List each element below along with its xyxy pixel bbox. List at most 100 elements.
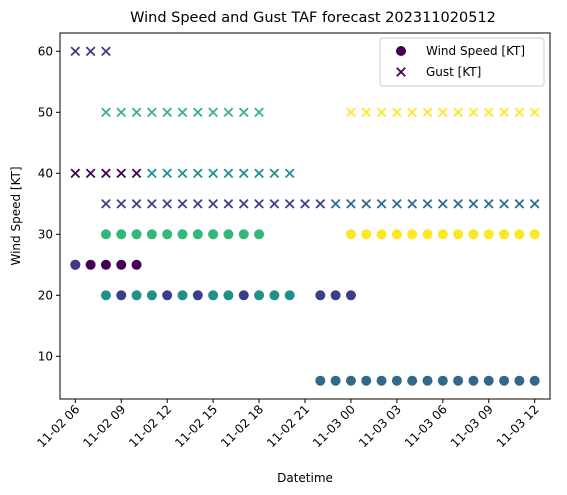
gust-point [116, 198, 127, 209]
wind-speed-point [499, 375, 510, 386]
gust-point [284, 168, 295, 179]
gust-point [177, 168, 188, 179]
wind-speed-point [376, 375, 387, 386]
legend: Wind Speed [KT] Gust [KT] [379, 37, 545, 87]
gust-point [453, 198, 463, 209]
plot-frame [59, 32, 551, 400]
gust-point [392, 107, 402, 118]
wind-speed-point [254, 290, 265, 301]
wind-speed-point [345, 375, 356, 386]
gust-point [223, 168, 234, 179]
gust-point [147, 198, 157, 209]
gust-point [70, 168, 81, 179]
wind-speed-point [361, 375, 372, 386]
x-tick-label: 11-02 06 [34, 402, 82, 450]
gust-point [330, 198, 341, 209]
wind-speed-point [146, 229, 157, 240]
gust-point [254, 168, 264, 179]
gust-point [254, 107, 264, 118]
x-tick-label: 11-03 09 [448, 402, 496, 450]
gust-point [131, 168, 142, 179]
gust-point [361, 198, 372, 209]
x-tick-label: 11-03 06 [402, 402, 450, 450]
gust-point [116, 107, 127, 118]
gust-point [192, 107, 203, 118]
wind-speed-point [330, 290, 341, 301]
x-tick-label: 11-02 18 [218, 402, 266, 450]
gust-point [223, 107, 234, 118]
gust-point [208, 107, 218, 118]
wind-speed-point [514, 375, 525, 386]
wind-speed-point [238, 229, 249, 240]
wind-speed-point [391, 229, 402, 240]
x-tick-label: 11-03 00 [310, 402, 358, 450]
wind-speed-point [162, 229, 173, 240]
wind-speed-point [162, 290, 173, 301]
y-tick-label: 50 [38, 105, 53, 119]
wind-speed-point [223, 229, 234, 240]
gust-point [392, 198, 402, 209]
y-tick-label: 20 [38, 288, 53, 302]
gust-point [238, 168, 249, 179]
gust-point [499, 107, 509, 118]
wind-speed-point [223, 290, 234, 301]
wind-speed-point [468, 375, 479, 386]
gust-point [346, 198, 356, 209]
x-tick-label: 11-02 09 [80, 402, 128, 450]
x-tick-label: 11-03 12 [494, 402, 542, 450]
gust-point [116, 168, 127, 179]
legend-label: Wind Speed [KT] [426, 44, 525, 58]
wind-speed-point [131, 259, 142, 270]
wind-speed-point [529, 229, 540, 240]
gust-point [529, 107, 540, 118]
gust-point [101, 198, 111, 209]
wind-speed-point [345, 290, 356, 301]
wind-speed-point [437, 229, 448, 240]
legend-gust-marker [396, 67, 406, 77]
wind-speed-point [529, 375, 540, 386]
wind-speed-point [85, 259, 96, 270]
x-tick-label: 11-02 15 [172, 402, 220, 450]
gust-point [361, 107, 372, 118]
wind-speed-point [208, 290, 219, 301]
y-tick-label: 40 [38, 166, 53, 180]
wind-speed-point [453, 375, 464, 386]
x-tick-label: 11-02 21 [264, 402, 312, 450]
gust-point [162, 168, 173, 179]
gust-point [315, 198, 326, 209]
x-axis-label: Datetime [277, 471, 333, 485]
wind-speed-point [422, 229, 433, 240]
wind-speed-point [284, 290, 295, 301]
wind-speed-point [437, 375, 448, 386]
gust-point [468, 198, 479, 209]
gust-point [422, 107, 433, 118]
gust-point [453, 107, 463, 118]
wind-speed-point [453, 229, 464, 240]
wind-speed-point [192, 229, 203, 240]
data-points [70, 46, 540, 386]
gust-point [162, 107, 173, 118]
gust-point [346, 107, 356, 118]
gust-point [376, 198, 387, 209]
gust-point [70, 46, 81, 57]
wind-speed-point [376, 229, 387, 240]
gust-point [483, 107, 494, 118]
y-tick-label: 60 [38, 44, 53, 58]
gust-point [422, 198, 433, 209]
x-tick-label: 11-03 03 [356, 402, 404, 450]
wind-speed-point [407, 375, 418, 386]
gust-point [238, 198, 249, 209]
gust-point [131, 198, 142, 209]
wind-speed-point [70, 259, 81, 270]
gust-point [254, 198, 264, 209]
wind-speed-point [208, 229, 219, 240]
gust-point [514, 107, 525, 118]
y-tick-label: 10 [38, 349, 53, 363]
wind-speed-point [269, 290, 280, 301]
wind-speed-point [361, 229, 372, 240]
gust-point [238, 107, 249, 118]
wind-speed-point [315, 290, 326, 301]
wind-speed-point [483, 375, 494, 386]
wind-speed-point [254, 229, 265, 240]
